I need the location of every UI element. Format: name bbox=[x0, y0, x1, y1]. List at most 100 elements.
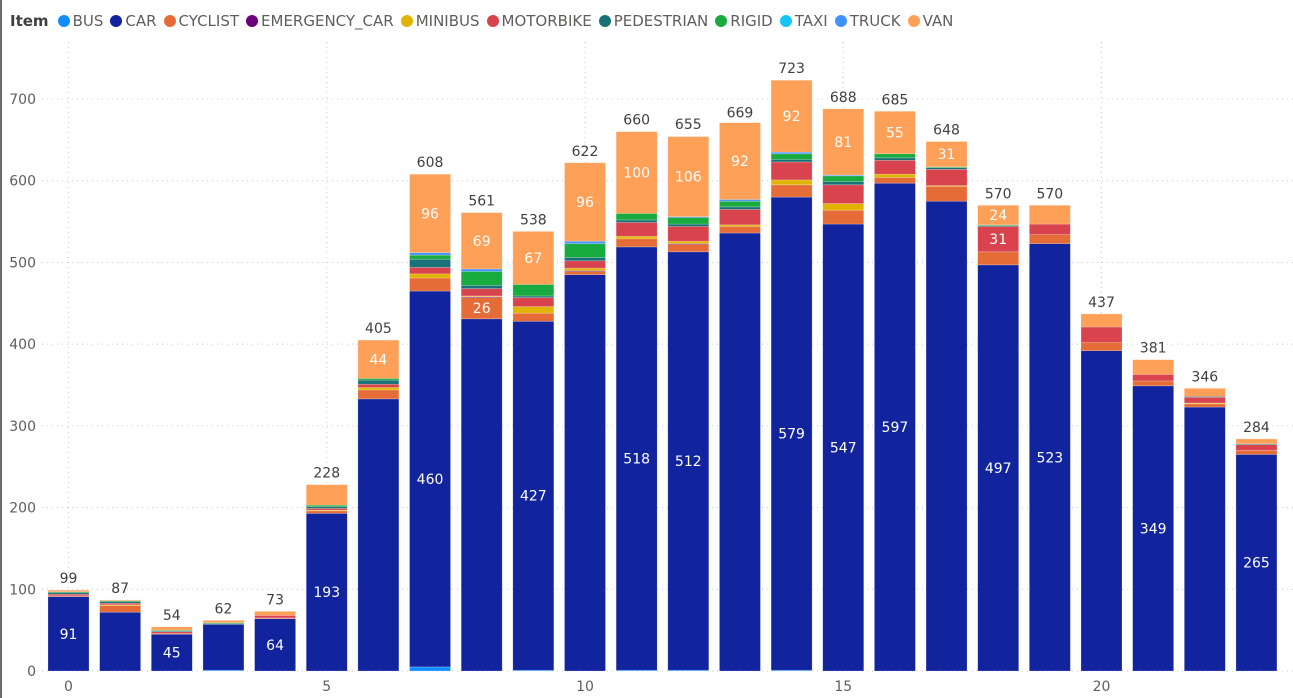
bar-segment-bus[interactable] bbox=[202, 669, 245, 672]
bar-segment-motorbike[interactable] bbox=[925, 169, 968, 186]
bar-segment-motorbike[interactable] bbox=[564, 260, 606, 269]
bar-segment-rigid[interactable] bbox=[409, 254, 451, 260]
bar-segment-cyclist[interactable] bbox=[512, 312, 555, 322]
bar-segment-truck[interactable] bbox=[460, 268, 503, 272]
legend-item-truck[interactable]: TRUCK bbox=[834, 12, 901, 30]
bar-segment-pedestrian[interactable] bbox=[667, 223, 710, 227]
bar-segment-motorbike[interactable] bbox=[874, 160, 916, 175]
bar-segment-van[interactable] bbox=[977, 204, 1020, 226]
bar-stack-19[interactable] bbox=[1029, 204, 1071, 672]
bar-segment-van[interactable] bbox=[667, 136, 710, 217]
bar-segment-motorbike[interactable] bbox=[1080, 326, 1123, 343]
bar-segment-car[interactable] bbox=[1184, 406, 1226, 672]
bar-stack-12[interactable] bbox=[667, 136, 710, 672]
bar-segment-pedestrian[interactable] bbox=[99, 601, 141, 604]
bar-stack-6[interactable] bbox=[357, 339, 400, 672]
bar-segment-car[interactable] bbox=[874, 182, 916, 672]
bar-segment-van[interactable] bbox=[254, 611, 296, 616]
bar-segment-motorbike[interactable] bbox=[409, 267, 451, 275]
bar-segment-pedestrian[interactable] bbox=[1184, 396, 1226, 398]
bar-segment-motorbike[interactable] bbox=[460, 288, 503, 297]
bar-segment-motorbike[interactable] bbox=[1132, 374, 1174, 382]
bar-segment-pedestrian[interactable] bbox=[770, 159, 813, 163]
bar-segment-car[interactable] bbox=[99, 611, 141, 672]
bar-segment-cyclist[interactable] bbox=[1235, 450, 1278, 455]
legend-item-emergency-car[interactable]: EMERGENCY_CAR bbox=[246, 12, 394, 30]
bar-segment-van[interactable] bbox=[151, 626, 193, 631]
bar-segment-minibus[interactable] bbox=[874, 173, 916, 178]
bar-segment-van[interactable] bbox=[925, 141, 968, 168]
bar-segment-pedestrian[interactable] bbox=[615, 219, 658, 223]
bar-segment-minibus[interactable] bbox=[305, 509, 348, 512]
bar-segment-van[interactable] bbox=[770, 79, 813, 153]
bar-segment-car[interactable] bbox=[1029, 243, 1071, 672]
bar-stack-10[interactable] bbox=[564, 162, 606, 672]
bar-stack-2[interactable] bbox=[151, 626, 193, 672]
bar-segment-van[interactable] bbox=[202, 620, 245, 624]
bar-stack-3[interactable] bbox=[202, 620, 245, 672]
bar-segment-van[interactable] bbox=[719, 122, 761, 200]
bar-segment-truck[interactable] bbox=[667, 216, 710, 218]
bar-segment-minibus[interactable] bbox=[357, 387, 400, 391]
bar-segment-cyclist[interactable] bbox=[925, 186, 968, 202]
bar-segment-rigid[interactable] bbox=[460, 271, 503, 286]
bar-segment-motorbike[interactable] bbox=[357, 383, 400, 388]
bar-segment-minibus[interactable] bbox=[564, 267, 606, 271]
bar-segment-car[interactable] bbox=[202, 624, 245, 671]
legend-item-bus[interactable]: BUS bbox=[57, 12, 103, 30]
bar-segment-cyclist[interactable] bbox=[357, 389, 400, 400]
bar-segment-pedestrian[interactable] bbox=[719, 206, 761, 210]
bar-segment-motorbike[interactable] bbox=[719, 209, 761, 226]
legend-item-minibus[interactable]: MINIBUS bbox=[400, 12, 480, 30]
bar-stack-14[interactable] bbox=[770, 79, 813, 672]
bar-segment-cyclist[interactable] bbox=[667, 244, 710, 253]
bar-segment-rigid[interactable] bbox=[151, 629, 193, 632]
bar-segment-van[interactable] bbox=[305, 484, 348, 506]
bar-segment-minibus[interactable] bbox=[822, 203, 865, 211]
bar-segment-rigid[interactable] bbox=[874, 153, 916, 159]
bar-segment-car[interactable] bbox=[822, 223, 865, 672]
bar-segment-pedestrian[interactable] bbox=[460, 285, 503, 289]
bar-stack-23[interactable] bbox=[1235, 438, 1278, 672]
bar-segment-car[interactable] bbox=[305, 512, 348, 672]
bar-segment-cyclist[interactable] bbox=[1184, 403, 1226, 408]
bar-segment-minibus[interactable] bbox=[512, 306, 555, 314]
legend-item-van[interactable]: VAN bbox=[907, 12, 953, 30]
bar-stack-18[interactable] bbox=[977, 204, 1020, 672]
bar-segment-van[interactable] bbox=[460, 212, 503, 270]
bar-segment-car[interactable] bbox=[1080, 350, 1123, 672]
bar-segment-car[interactable] bbox=[925, 200, 968, 672]
bar-segment-bus[interactable] bbox=[667, 669, 710, 672]
bar-segment-pedestrian[interactable] bbox=[409, 258, 451, 268]
bar-segment-bus[interactable] bbox=[512, 669, 555, 672]
bar-segment-van[interactable] bbox=[1235, 438, 1278, 445]
bar-stack-20[interactable] bbox=[1080, 313, 1123, 672]
legend-item-taxi[interactable]: TAXI bbox=[779, 12, 828, 30]
bar-stack-4[interactable] bbox=[254, 611, 296, 672]
bar-segment-cyclist[interactable] bbox=[719, 226, 761, 234]
bar-segment-rigid[interactable] bbox=[564, 243, 606, 258]
bar-stack-22[interactable] bbox=[1184, 387, 1226, 672]
bar-segment-cyclist[interactable] bbox=[874, 177, 916, 184]
bar-segment-car[interactable] bbox=[1132, 385, 1174, 672]
bar-stack-1[interactable] bbox=[99, 599, 141, 672]
bar-segment-van[interactable] bbox=[1080, 313, 1123, 328]
bar-segment-van[interactable] bbox=[409, 173, 451, 253]
bar-segment-cyclist[interactable] bbox=[977, 251, 1020, 266]
bar-segment-van[interactable] bbox=[1184, 387, 1226, 397]
bar-segment-car[interactable] bbox=[460, 318, 503, 672]
bar-segment-truck[interactable] bbox=[564, 240, 606, 244]
bar-segment-pedestrian[interactable] bbox=[564, 257, 606, 262]
bar-stack-5[interactable] bbox=[305, 484, 348, 672]
legend-item-car[interactable]: CAR bbox=[110, 12, 157, 30]
bar-stack-17[interactable] bbox=[925, 141, 968, 672]
bar-segment-van[interactable] bbox=[822, 108, 865, 176]
bar-segment-motorbike[interactable] bbox=[615, 222, 658, 237]
bar-segment-car[interactable] bbox=[1235, 454, 1278, 672]
bar-segment-rigid[interactable] bbox=[925, 166, 968, 168]
bar-segment-car[interactable] bbox=[151, 633, 193, 672]
bar-segment-cyclist[interactable] bbox=[770, 184, 813, 198]
bar-segment-rigid[interactable] bbox=[822, 175, 865, 182]
bar-segment-car[interactable] bbox=[47, 596, 90, 672]
bar-segment-truck[interactable] bbox=[409, 252, 451, 256]
